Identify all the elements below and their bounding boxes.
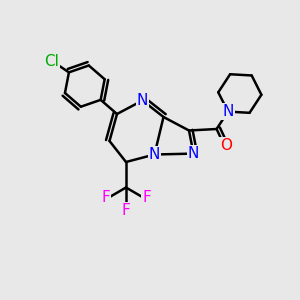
Text: N: N	[149, 147, 160, 162]
Text: N: N	[188, 146, 199, 161]
Text: O: O	[220, 138, 232, 153]
Text: Cl: Cl	[44, 54, 59, 69]
Text: N: N	[137, 93, 148, 108]
Text: F: F	[101, 190, 110, 206]
Text: F: F	[122, 203, 130, 218]
Text: N: N	[222, 104, 234, 119]
Text: F: F	[142, 190, 151, 206]
